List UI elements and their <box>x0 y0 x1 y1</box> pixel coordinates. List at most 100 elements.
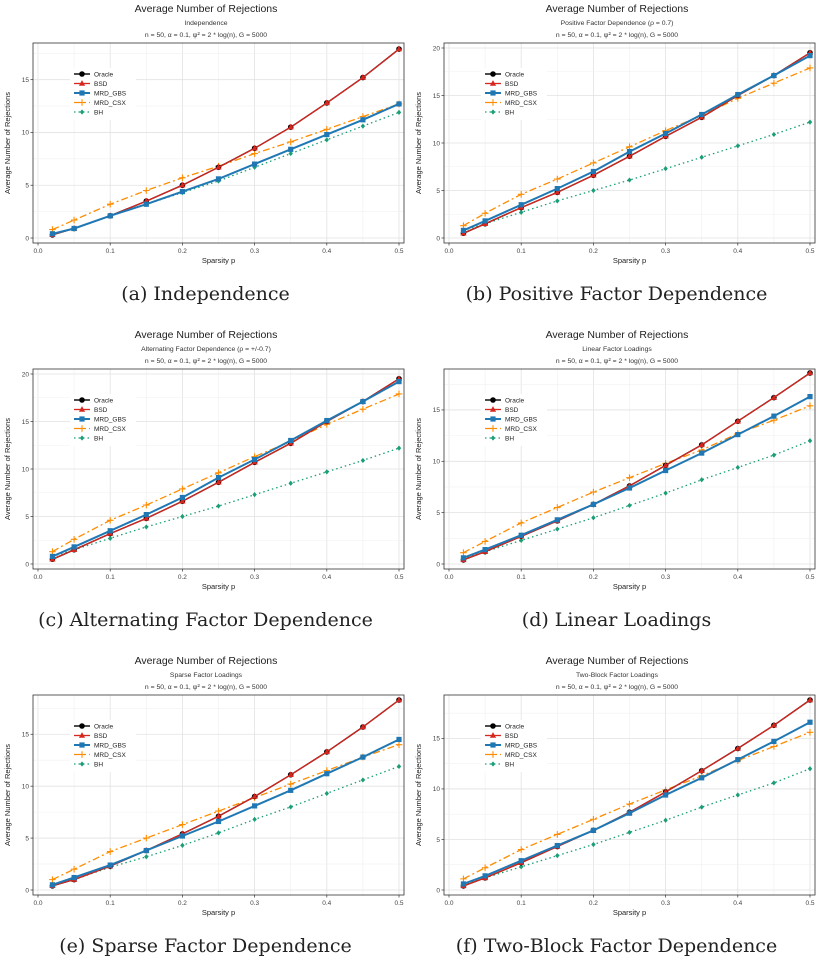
data-point <box>71 225 77 232</box>
y-tick-label: 10 <box>22 130 30 137</box>
data-point <box>179 494 185 501</box>
x-tick-label: 0.1 <box>517 248 526 255</box>
x-axis-label: Sparsity p <box>613 582 646 591</box>
legend-key-marker <box>79 723 85 729</box>
legend-key-marker <box>78 751 86 758</box>
x-tick-label: 0.5 <box>805 248 814 255</box>
data-point <box>396 736 402 743</box>
legend-key-marker <box>489 80 497 86</box>
legend-key-marker <box>490 761 496 767</box>
data-point <box>734 417 741 424</box>
x-tick-label: 0.3 <box>250 574 259 581</box>
data-point <box>143 834 150 842</box>
data-point <box>180 842 185 848</box>
data-point <box>216 830 221 836</box>
data-point <box>554 504 561 511</box>
y-axis-label: Average Number of Rejections <box>3 92 12 194</box>
x-tick-label: 0.0 <box>444 900 453 907</box>
legend-label: BSD <box>505 81 519 88</box>
legend: Oracle BSD MRD_GBS MRD_CSX BH <box>481 68 547 120</box>
data-point <box>49 231 56 237</box>
y-axis-label: Average Number of Rejections <box>414 418 423 520</box>
y-tick-label: 5 <box>25 183 29 190</box>
data-point <box>216 503 221 509</box>
data-point <box>626 148 633 155</box>
data-point <box>288 150 293 157</box>
data-point <box>734 745 741 751</box>
chart-svg: Average Number of Rejections Two-Block Fa… <box>414 655 816 917</box>
y-tick-label: 5 <box>436 510 440 517</box>
x-tick-label: 0.0 <box>33 248 42 255</box>
y-tick-label: 5 <box>25 835 29 842</box>
series-bh <box>50 763 402 889</box>
data-point <box>323 99 330 106</box>
series-mrd-gbs <box>49 379 402 559</box>
data-point <box>627 177 632 183</box>
legend-label: BH <box>94 109 103 116</box>
data-point <box>70 865 78 873</box>
chart-title: Average Number of Rejections <box>546 655 689 667</box>
data-point <box>288 437 294 444</box>
data-point <box>324 131 330 138</box>
data-point <box>806 696 814 703</box>
data-point <box>590 815 597 823</box>
y-tick-label: 15 <box>433 736 441 743</box>
legend-key-marker <box>489 751 497 758</box>
x-tick-label: 0.3 <box>250 248 259 255</box>
data-point <box>360 117 366 123</box>
panel-caption: (d) Linear Loadings <box>521 609 712 631</box>
chart-panel: Average Number of Rejections Sparse Facto… <box>0 652 411 978</box>
data-point <box>460 555 467 561</box>
data-point <box>481 210 489 217</box>
x-tick-label: 0.0 <box>33 900 42 907</box>
legend-key-marker <box>490 416 496 422</box>
data-point <box>179 174 186 182</box>
chart-svg: Average Number of Rejections Independence… <box>3 3 405 265</box>
data-point <box>699 111 705 118</box>
legend-label: BH <box>505 109 514 116</box>
data-point <box>770 743 778 750</box>
data-point <box>735 143 740 149</box>
chart-panel: Average Number of Rejections Two-Block Fa… <box>411 652 822 978</box>
data-point <box>179 833 185 839</box>
data-point <box>359 405 367 413</box>
data-point <box>771 780 777 786</box>
x-tick-label: 0.4 <box>733 900 742 907</box>
data-point <box>144 524 149 530</box>
x-tick-label: 0.4 <box>322 574 331 581</box>
data-point <box>555 853 560 859</box>
legend-key-marker <box>79 397 85 403</box>
data-point <box>663 490 668 496</box>
chart-subtitle: Positive Factor Dependence (ρ = 0.7) <box>561 20 674 27</box>
data-point <box>771 738 777 745</box>
legend-key-marker <box>79 435 85 441</box>
legend-label: MRD_CSX <box>94 100 126 107</box>
legend-label: BSD <box>94 81 108 88</box>
data-point <box>735 792 740 798</box>
chart-params: n = 50, α = 0.1, ψ² = 2 * log(n), G = 50… <box>145 684 267 691</box>
legend-key-marker <box>490 109 496 115</box>
y-tick-label: 15 <box>22 419 30 426</box>
legend-label: BSD <box>94 733 108 740</box>
data-point <box>395 45 403 52</box>
x-tick-label: 0.2 <box>589 248 598 255</box>
data-point <box>359 723 366 730</box>
data-point <box>107 213 113 219</box>
legend-key-marker <box>78 425 86 432</box>
data-point <box>590 488 597 496</box>
x-tick-label: 0.3 <box>250 900 259 907</box>
data-point <box>699 477 704 483</box>
legend-label: BH <box>505 761 514 768</box>
x-tick-label: 0.3 <box>661 248 670 255</box>
data-point <box>287 138 294 146</box>
data-point <box>287 123 294 130</box>
chart-title: Average Number of Rejections <box>135 655 278 667</box>
x-tick-label: 0.1 <box>517 900 526 907</box>
y-tick-label: 0 <box>25 887 29 894</box>
legend: Oracle BSD MRD_GBS MRD_CSX BH <box>70 394 136 446</box>
x-tick-label: 0.5 <box>394 248 403 255</box>
data-point <box>49 876 56 883</box>
chart-panel: Average Number of Rejections Positive Fac… <box>411 0 822 326</box>
data-point <box>360 777 366 783</box>
data-point <box>590 501 596 508</box>
